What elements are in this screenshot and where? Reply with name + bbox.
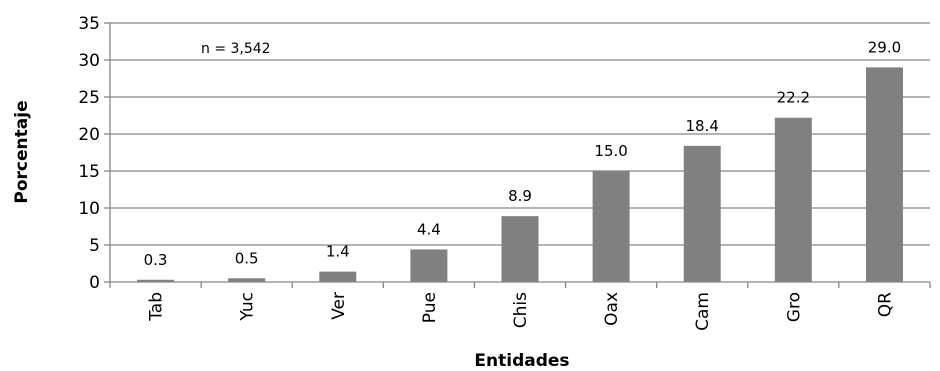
x-tick-labels: Tab Yuc Ver Pue Chis Oax Cam Gro QR — [147, 292, 896, 331]
bar-Gro — [774, 117, 812, 282]
sample-size-annotation: n = 3,542 — [201, 41, 271, 57]
y-tick-label: 10 — [78, 199, 100, 219]
x-tick-label-Chis: Chis — [511, 292, 531, 328]
data-label-Ver: 1.4 — [326, 243, 350, 261]
y-tick-label: 35 — [78, 14, 100, 34]
data-label-QR: 29.0 — [868, 38, 901, 56]
bar-Tab — [137, 279, 175, 282]
bar-Oax — [592, 171, 630, 282]
x-tick-label-Oax: Oax — [602, 292, 622, 326]
y-tick-label: 0 — [89, 273, 100, 293]
x-tick-label-Cam: Cam — [693, 292, 713, 331]
bars — [137, 67, 903, 283]
x-tick-label-QR: QR — [875, 292, 895, 317]
data-label-Gro: 22.2 — [777, 89, 810, 107]
x-tick-label-Yuc: Yuc — [238, 292, 258, 322]
data-label-Cam: 18.4 — [686, 117, 719, 135]
y-tick-label: 25 — [78, 88, 100, 108]
y-tick-labels: 0 5 10 15 20 25 30 35 — [78, 14, 100, 293]
x-tick-label-Pue: Pue — [420, 292, 440, 323]
bar-Cam — [683, 145, 721, 282]
y-tick-label: 5 — [89, 236, 100, 256]
x-axis-title: Entidades — [474, 351, 569, 371]
bar-Ver — [319, 271, 357, 282]
y-axis-title: Porcentaje — [12, 100, 32, 203]
y-tick-label: 20 — [78, 125, 100, 145]
data-labels: 0.3 0.5 1.4 4.4 8.9 15.0 18.4 22.2 29.0 — [144, 38, 902, 268]
x-tick-label-Tab: Tab — [147, 292, 167, 322]
data-label-Chis: 8.9 — [508, 187, 532, 205]
gridlines — [110, 22, 930, 246]
data-label-Pue: 4.4 — [417, 220, 441, 238]
bar-QR — [865, 67, 903, 283]
x-tick-label-Ver: Ver — [329, 292, 349, 320]
data-label-Yuc: 0.5 — [235, 249, 259, 267]
data-label-Oax: 15.0 — [594, 142, 627, 160]
axes — [104, 22, 931, 288]
bar-Chis — [501, 216, 539, 282]
bar-Yuc — [228, 278, 266, 282]
data-label-Tab: 0.3 — [144, 251, 168, 269]
x-tick-label-Gro: Gro — [784, 292, 804, 322]
y-tick-label: 15 — [78, 162, 100, 182]
bar-Pue — [410, 249, 448, 282]
y-tick-label: 30 — [78, 51, 100, 71]
